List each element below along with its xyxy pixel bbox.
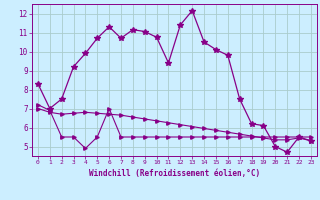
X-axis label: Windchill (Refroidissement éolien,°C): Windchill (Refroidissement éolien,°C) bbox=[89, 169, 260, 178]
